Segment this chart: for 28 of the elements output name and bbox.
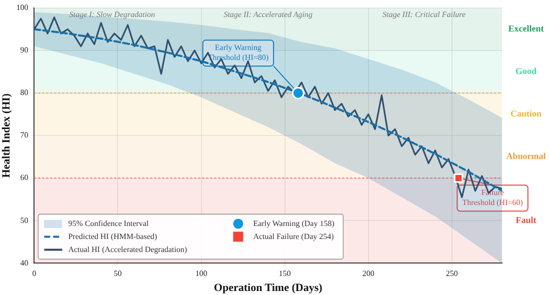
y-tick-label: 100 — [16, 3, 28, 12]
y-axis-title: Health Index (HI) — [0, 93, 12, 178]
x-tick-label: 50 — [114, 269, 122, 278]
band-label: Caution — [510, 108, 542, 119]
x-tick-label: 100 — [195, 269, 208, 278]
y-tick-label: 90 — [20, 46, 28, 55]
band-label: Fault — [516, 214, 536, 225]
legend-label: Early Warning (Day 158) — [253, 218, 335, 228]
x-tick-label: 200 — [362, 269, 374, 278]
band-label: Excellent — [508, 24, 544, 34]
band-label: Good — [515, 66, 537, 76]
y-tick-label: 40 — [20, 258, 28, 268]
annotation: 95% Confidence Interval — [68, 218, 150, 228]
x-tick-label: 250 — [446, 269, 458, 278]
y-tick-label: 70 — [20, 130, 28, 140]
annotation: Stage II: Accelerated Aging — [224, 10, 312, 20]
x-tick-label: 0 — [32, 269, 36, 278]
x-tick-label: 150 — [278, 269, 291, 278]
annotation: Stage III: Critical Failure — [382, 10, 466, 20]
band-label: Abnormal — [506, 151, 546, 162]
legend-label: Predicted HI (HMM-based) — [68, 232, 158, 241]
y-tick-label: 80 — [20, 88, 28, 98]
y-tick-label: 50 — [20, 216, 28, 225]
legend-label: Actual HI (Accelerated Degradation) — [68, 244, 188, 254]
legend-label: Actual Failure (Day 254) — [253, 232, 334, 241]
y-tick-label: 60 — [20, 173, 28, 182]
annotation: Stage I: Slow Degradation — [69, 10, 155, 20]
x-axis-title: Operation Time (Days) — [214, 282, 323, 294]
